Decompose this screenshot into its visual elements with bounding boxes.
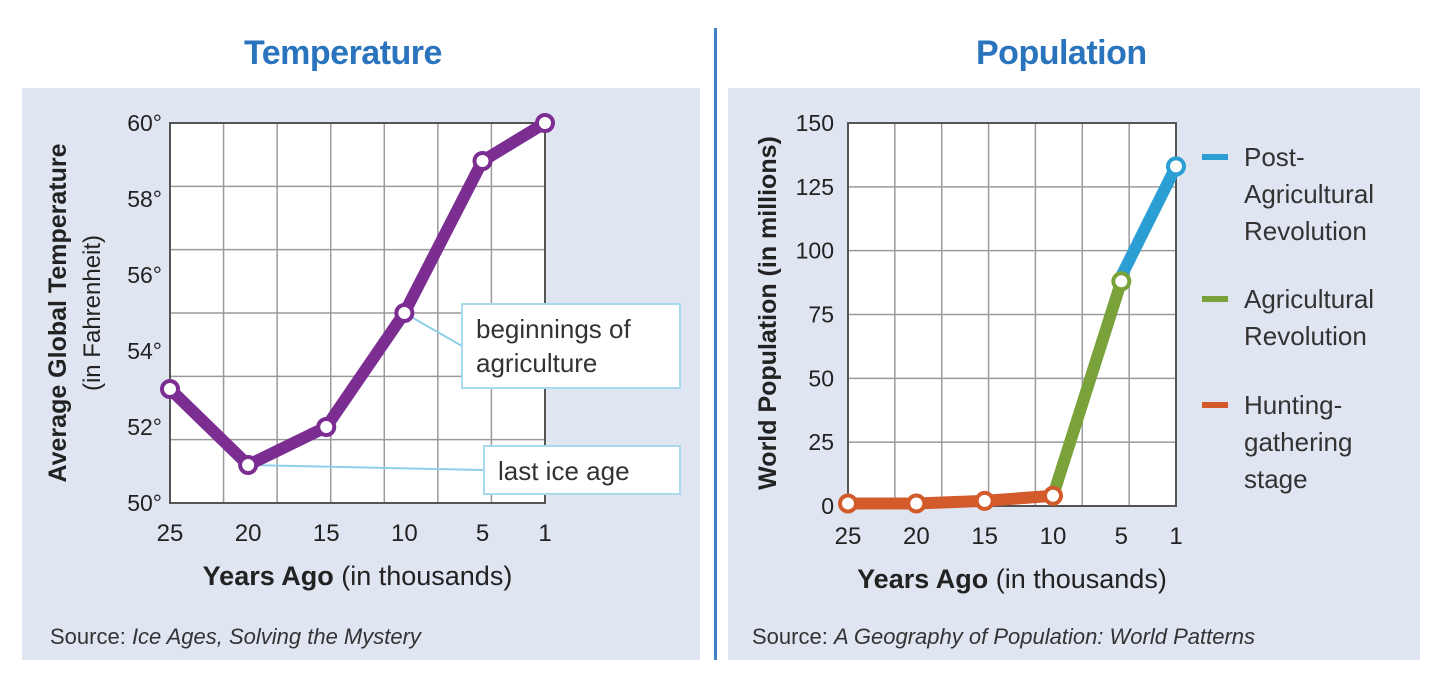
population-y-axis-label: World Population (in millions) [754, 136, 782, 490]
population-y-tick-label: 0 [821, 493, 834, 519]
population-data-point [838, 493, 858, 514]
population-x-tick-label: 15 [971, 523, 998, 550]
annotation-leader-line [403, 312, 463, 347]
temperature-data-point [238, 455, 259, 475]
population-x-tick-label: 5 [1115, 523, 1128, 550]
population-data-point [1043, 485, 1063, 506]
temperature-x-axis-label-units: (in thousands) [341, 561, 512, 591]
population-x-tick-label: 25 [835, 523, 862, 550]
temperature-data-point [316, 417, 337, 437]
temperature-data-point [160, 379, 180, 399]
legend-entry-label: Hunting- [1244, 390, 1342, 420]
population-y-tick-label: 75 [808, 302, 834, 328]
legend-entry-label: stage [1244, 464, 1308, 494]
population-series-line [842, 489, 1059, 510]
annotation-label: agriculture [476, 348, 597, 378]
annotation-label: beginnings of [476, 314, 631, 344]
temperature-y-tick-label: 54° [127, 338, 162, 364]
temperature-x-axis-label-bold: Years Ago [203, 561, 342, 591]
temperature-x-tick-label: 20 [235, 520, 262, 547]
population-x-tick-label: 10 [1040, 523, 1067, 550]
legend-entry-label: gathering [1244, 427, 1352, 457]
temperature-series-line [164, 117, 551, 471]
legend-entry-label: Agricultural [1244, 179, 1374, 209]
temperature-x-tick-label: 25 [157, 520, 184, 547]
temperature-y-tick-label: 56° [127, 262, 162, 288]
population-source: Source: A Geography of Population: World… [752, 624, 1256, 649]
population-series-line [1115, 160, 1182, 283]
legend-entry-label: Agricultural [1244, 284, 1374, 314]
annotation-box [461, 303, 681, 389]
temperature-x-axis-label: Years Ago (in thousands) [203, 561, 513, 591]
temperature-data-point [535, 113, 555, 133]
population-data-point [1166, 156, 1186, 177]
annotation-label: last ice age [498, 456, 630, 486]
temperature-data-point [394, 303, 415, 323]
population-y-tick-label: 50 [808, 365, 834, 391]
population-y-tick-label: 25 [808, 429, 834, 455]
temperature-x-tick-label: 1 [538, 520, 551, 547]
population-x-axis-label-bold: Years Ago [857, 564, 996, 594]
temperature-title: Temperature [244, 34, 442, 72]
population-title: Population [976, 34, 1147, 72]
temperature-x-tick-label: 15 [313, 520, 340, 547]
temperature-y-tick-label: 58° [127, 186, 162, 212]
population-y-tick-label: 100 [796, 238, 834, 264]
temperature-y-tick-label: 52° [127, 414, 162, 440]
legend-entry-label: Revolution [1244, 321, 1367, 351]
legend-entry-label: Revolution [1244, 216, 1367, 246]
temperature-y-tick-label: 60° [127, 110, 162, 136]
population-data-point [1111, 271, 1132, 292]
population-x-tick-label: 20 [903, 523, 930, 550]
temperature-y-axis-units: (in Fahrenheit) [79, 235, 106, 391]
temperature-x-tick-label: 5 [476, 520, 489, 547]
population-y-tick-label: 150 [796, 110, 834, 136]
population-x-axis-label-units: (in thousands) [996, 564, 1167, 594]
temperature-y-tick-label: 50° [127, 490, 162, 516]
population-data-point [974, 490, 995, 511]
temperature-x-tick-label: 10 [391, 520, 418, 547]
population-data-point [906, 493, 927, 514]
temperature-data-point [472, 151, 493, 171]
population-series-line [1047, 275, 1128, 502]
temperature-y-axis-label: Average Global Temperature [44, 143, 72, 482]
annotation-box [483, 445, 681, 495]
temperature-source: Source: Ice Ages, Solving the Mystery [50, 624, 421, 649]
legend-entry-label: Post- [1244, 142, 1305, 172]
population-x-axis-label: Years Ago (in thousands) [857, 564, 1167, 594]
annotation-leader-line [248, 464, 485, 471]
population-plot-border [847, 122, 1177, 507]
panel-divider [714, 28, 717, 660]
population-x-tick-label: 1 [1169, 523, 1182, 550]
population-y-tick-label: 125 [796, 174, 834, 200]
